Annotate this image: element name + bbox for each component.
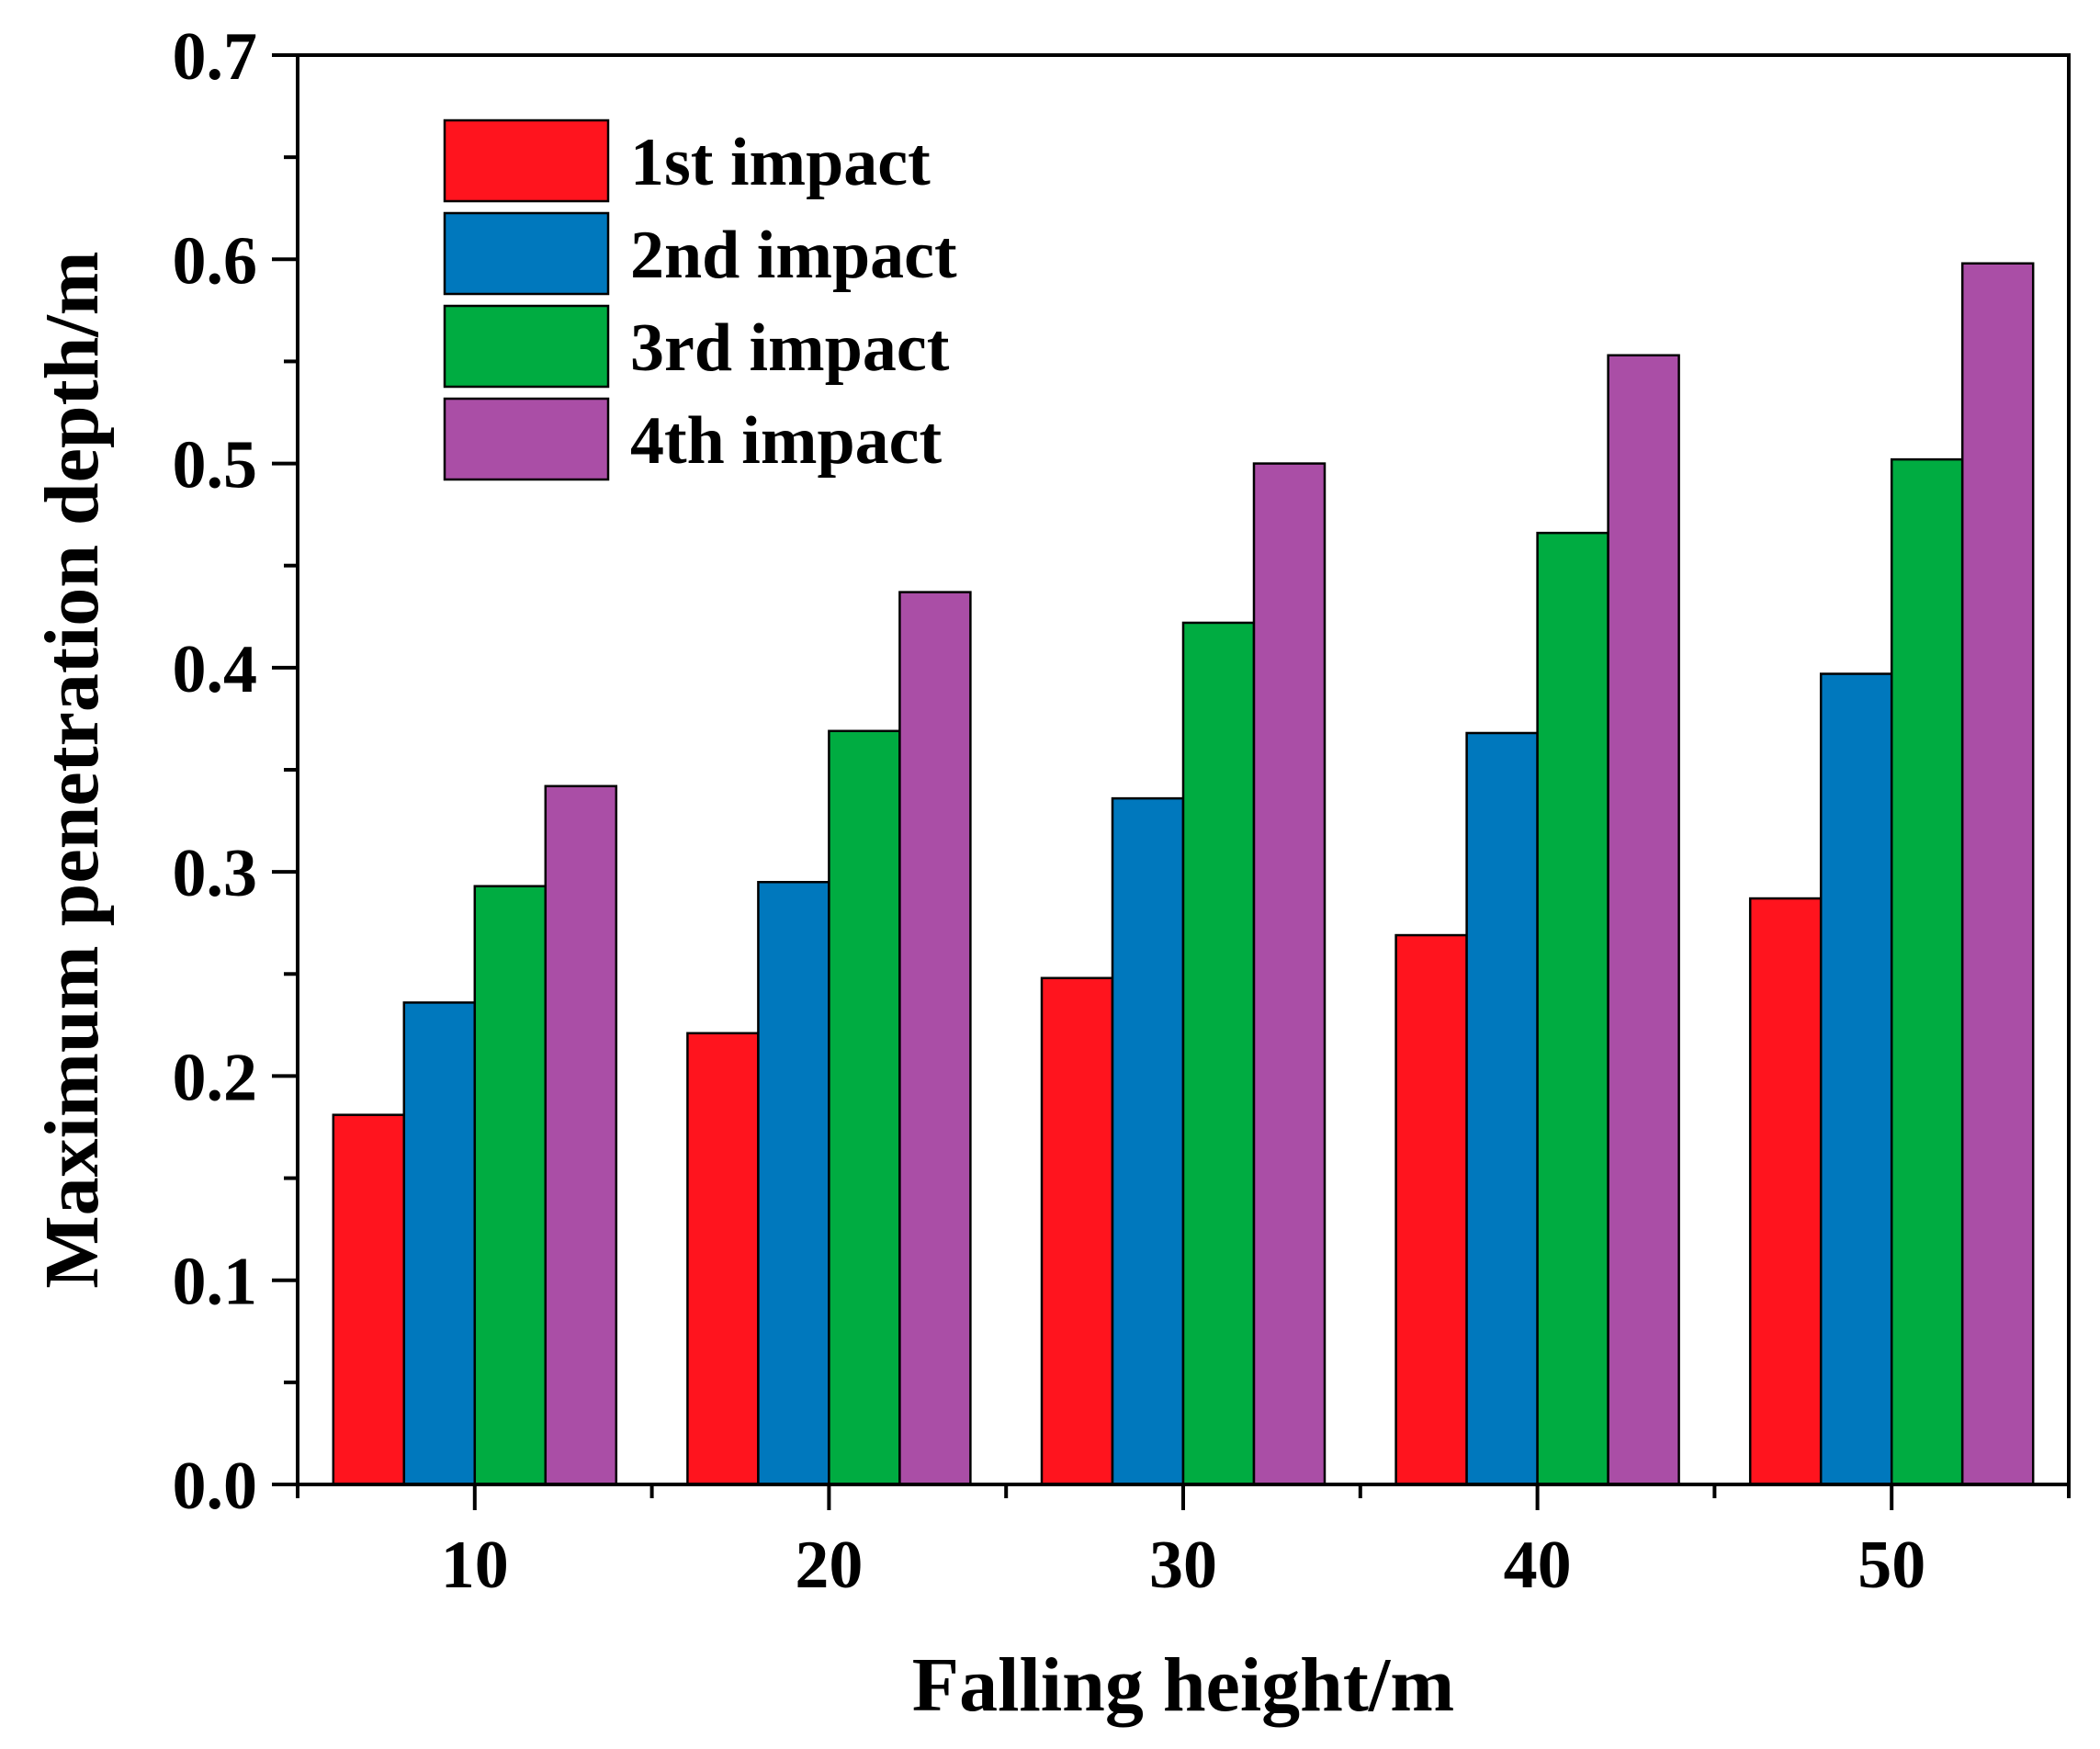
legend-swatch-4 [443, 397, 610, 481]
y-axis-title: Maximum penetration depth/m [29, 251, 115, 1288]
x-tick-label: 30 [1149, 1528, 1217, 1603]
bar-10-series-4 [544, 784, 618, 1486]
bar-10-series-3 [473, 885, 548, 1486]
bar-30-series-1 [1040, 976, 1114, 1486]
legend-label-4: 4th impact [630, 403, 943, 479]
y-tick-label: 0.1 [173, 1245, 258, 1320]
bar-20-series-2 [757, 881, 830, 1486]
bar-50-series-3 [1890, 457, 1964, 1486]
bar-40-series-1 [1394, 933, 1468, 1486]
y-tick-label: 0.2 [173, 1040, 258, 1115]
y-tick-label: 0.4 [173, 632, 258, 707]
legend-label-2: 2nd impact [630, 218, 957, 293]
bar-20-series-3 [828, 729, 901, 1486]
x-tick-label: 10 [441, 1528, 509, 1603]
bar-50-series-1 [1748, 897, 1823, 1486]
bar-50-series-4 [1960, 262, 2035, 1486]
bar-40-series-2 [1465, 731, 1539, 1486]
y-tick-label: 0.5 [173, 428, 258, 503]
legend-swatch-1 [443, 118, 610, 203]
legend-swatch-2 [443, 211, 610, 296]
bar-30-series-2 [1111, 796, 1185, 1486]
y-tick-label: 0.6 [173, 223, 258, 299]
x-tick-label: 40 [1504, 1528, 1572, 1603]
bar-40-series-4 [1607, 354, 1680, 1486]
x-axis-title: Falling height/m [912, 1642, 1454, 1728]
bars-layer [332, 262, 2035, 1486]
bar-50-series-2 [1819, 672, 1893, 1486]
y-tick-label: 0.0 [173, 1449, 258, 1524]
bar-20-series-4 [898, 591, 972, 1486]
bar-10-series-2 [402, 1001, 477, 1486]
y-tick-label: 0.3 [173, 836, 258, 911]
legend-swatch-3 [443, 304, 610, 389]
x-tick-label: 20 [795, 1528, 863, 1603]
bar-20-series-1 [686, 1032, 760, 1486]
x-tick-label: 50 [1857, 1528, 1925, 1603]
bar-10-series-1 [332, 1113, 406, 1486]
legend-label-1: 1st impact [630, 125, 931, 200]
labels-layer: 0.0 0.1 0.2 0.3 0.4 0.5 0.6 0.7 10 20 30 40 50 Fallin… [29, 19, 1925, 1728]
bar-30-series-4 [1252, 462, 1327, 1486]
bar-30-series-3 [1181, 621, 1256, 1486]
bar-40-series-3 [1536, 531, 1609, 1486]
axes-layer [272, 53, 2071, 1510]
y-tick-label: 0.7 [173, 19, 258, 95]
legend-label-3: 3rd impact [630, 310, 950, 386]
legend: 1st impact 2nd impact 3rd impact 4th impact [443, 118, 957, 481]
